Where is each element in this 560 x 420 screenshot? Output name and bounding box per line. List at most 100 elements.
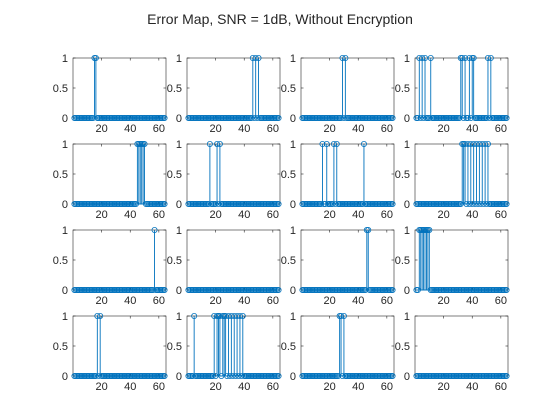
stem-marker	[483, 115, 490, 122]
axes-box	[414, 315, 509, 377]
stem-marker	[464, 115, 471, 122]
axes-box	[300, 57, 395, 119]
axes-box	[300, 229, 395, 291]
x-tick-label: 40	[238, 123, 250, 135]
y-tick-label: 0.5	[53, 255, 68, 267]
x-tick-label: 60	[495, 209, 507, 221]
stem-marker	[232, 372, 239, 379]
stem-marker	[275, 372, 282, 379]
y-tick-label: 1	[62, 225, 68, 237]
x-tick-label: 20	[95, 295, 107, 307]
y-tick-label: 1	[290, 53, 296, 65]
stem-marker	[209, 372, 216, 379]
x-tick-label: 20	[95, 381, 107, 393]
stem-marker	[360, 140, 367, 147]
x-tick-label: 60	[267, 209, 279, 221]
stem-marker	[340, 312, 347, 319]
stem-marker	[95, 372, 102, 379]
y-tick-label: 0.5	[53, 341, 68, 353]
x-tick-label: 60	[381, 381, 393, 393]
x-tick-label: 40	[124, 123, 136, 135]
stem-marker	[150, 286, 157, 293]
stem-marker	[191, 312, 198, 319]
y-tick-label: 0	[176, 285, 182, 297]
x-tick-label: 60	[381, 123, 393, 135]
y-tick-label: 0	[176, 371, 182, 383]
y-tick-label: 0.5	[395, 169, 410, 181]
stem-marker	[322, 200, 329, 207]
axes-box	[300, 315, 395, 377]
x-tick-label: 20	[323, 381, 335, 393]
x-tick-label: 20	[323, 123, 335, 135]
stem-marker	[338, 115, 345, 122]
stem-marker	[503, 115, 510, 122]
y-tick-label: 1	[290, 139, 296, 151]
stem-marker	[483, 200, 490, 207]
y-tick-label: 0.5	[395, 83, 410, 95]
x-tick-label: 40	[352, 295, 364, 307]
y-tick-label: 0	[404, 285, 410, 297]
subplot-7: 20 40 60 0 0.5 1	[281, 139, 396, 221]
y-tick-label: 0.5	[395, 255, 410, 267]
x-tick-label: 20	[437, 123, 449, 135]
x-tick-label: 20	[437, 381, 449, 393]
stem-marker	[323, 140, 330, 147]
stem-marker	[470, 55, 477, 62]
stem-marker	[486, 115, 493, 122]
y-tick-label: 0.5	[53, 169, 68, 181]
x-tick-label: 20	[323, 209, 335, 221]
stem-marker	[414, 115, 421, 122]
y-tick-label: 0	[404, 199, 410, 211]
subplot-16: 20 40 60 0 0.5 1	[395, 311, 510, 393]
y-tick-label: 0.5	[167, 83, 182, 95]
x-tick-label: 40	[238, 381, 250, 393]
x-tick-label: 20	[323, 295, 335, 307]
y-tick-label: 0.5	[167, 341, 182, 353]
y-tick-label: 1	[290, 225, 296, 237]
x-tick-label: 60	[153, 123, 165, 135]
x-tick-label: 20	[209, 381, 221, 393]
stem-marker	[503, 372, 510, 379]
stem-marker	[229, 372, 236, 379]
axes-box	[414, 143, 509, 205]
stem-marker	[255, 55, 262, 62]
x-tick-label: 60	[267, 123, 279, 135]
axes-box	[72, 57, 167, 119]
stem-marker	[503, 200, 510, 207]
stem-marker	[97, 312, 104, 319]
y-tick-label: 1	[62, 53, 68, 65]
stem-marker	[275, 200, 282, 207]
x-tick-label: 40	[466, 381, 478, 393]
stem-marker	[161, 286, 168, 293]
stem-marker	[389, 200, 396, 207]
x-tick-label: 40	[238, 295, 250, 307]
x-tick-label: 60	[381, 209, 393, 221]
y-tick-label: 0	[62, 199, 68, 211]
stem-marker	[332, 200, 339, 207]
axes-box	[72, 143, 167, 205]
subplot-11: 20 40 60 0 0.5 1	[281, 225, 396, 307]
y-tick-label: 0.5	[281, 169, 296, 181]
stem-marker	[426, 226, 433, 233]
x-tick-label: 40	[466, 123, 478, 135]
y-tick-label: 1	[176, 139, 182, 151]
subplot-15: 20 40 60 0 0.5 1	[281, 311, 396, 393]
y-tick-label: 0.5	[281, 255, 296, 267]
subplot-13: 20 40 60 0 0.5 1	[53, 311, 168, 393]
stem-marker	[92, 55, 99, 62]
x-tick-label: 60	[495, 295, 507, 307]
stem-marker	[422, 55, 429, 62]
axes-box	[186, 143, 281, 205]
y-tick-label: 1	[62, 311, 68, 323]
stem-marker	[427, 55, 434, 62]
x-tick-label: 40	[124, 209, 136, 221]
stem-marker	[254, 115, 261, 122]
subplot-5: 20 40 60 0 0.5 1	[53, 139, 168, 221]
stem-marker	[248, 115, 255, 122]
x-tick-label: 60	[153, 381, 165, 393]
stem-marker	[480, 200, 487, 207]
stem-marker	[477, 200, 484, 207]
stem-marker	[318, 200, 325, 207]
stem-marker	[189, 372, 196, 379]
